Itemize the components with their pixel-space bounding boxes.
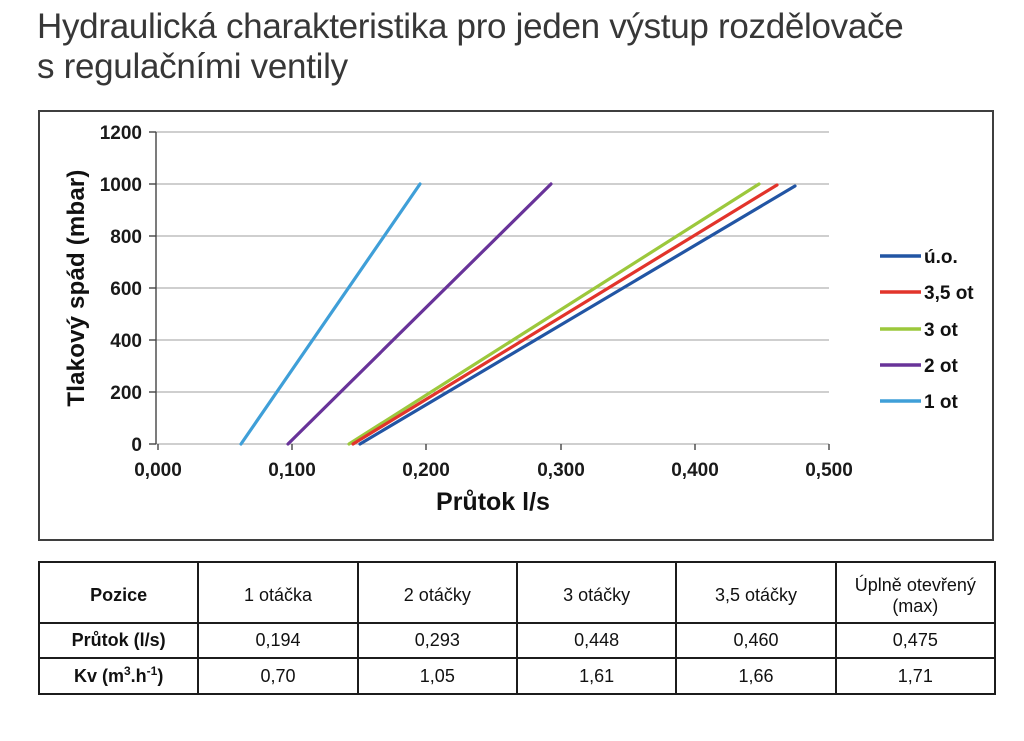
- svg-text:1000: 1000: [100, 175, 142, 196]
- svg-text:1200: 1200: [100, 123, 142, 144]
- svg-text:800: 800: [110, 227, 142, 248]
- svg-text:ú.o.: ú.o.: [924, 247, 958, 268]
- svg-text:3 ot: 3 ot: [924, 320, 958, 341]
- svg-text:Tlakový spád (mbar): Tlakový spád (mbar): [63, 169, 90, 406]
- svg-text:600: 600: [110, 279, 142, 300]
- svg-text:200: 200: [110, 383, 142, 404]
- svg-text:1 ot: 1 ot: [924, 392, 958, 413]
- svg-text:0,200: 0,200: [402, 460, 450, 481]
- svg-text:400: 400: [110, 331, 142, 352]
- svg-text:0,000: 0,000: [134, 460, 182, 481]
- svg-text:3,5 ot: 3,5 ot: [924, 283, 974, 304]
- svg-text:0,300: 0,300: [537, 460, 585, 481]
- svg-text:0,500: 0,500: [805, 460, 853, 481]
- svg-text:2 ot: 2 ot: [924, 356, 958, 377]
- svg-text:Průtok l/s: Průtok l/s: [436, 488, 550, 516]
- svg-text:0,100: 0,100: [268, 460, 316, 481]
- svg-text:0: 0: [131, 435, 142, 456]
- svg-text:0,400: 0,400: [671, 460, 719, 481]
